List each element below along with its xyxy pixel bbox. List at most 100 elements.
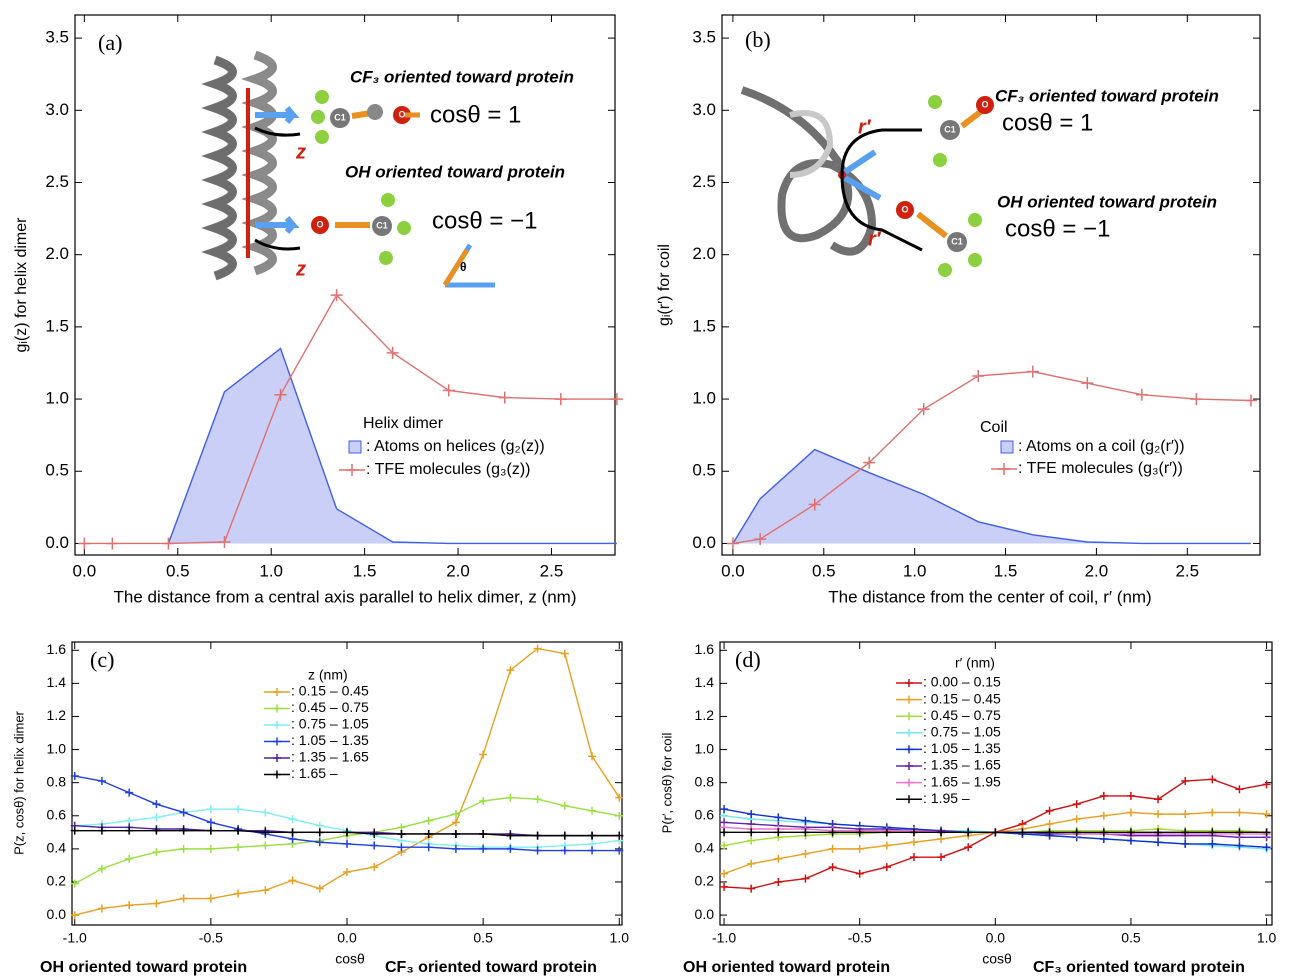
y-tick-label: 1.0 — [47, 740, 67, 756]
marker — [828, 828, 837, 837]
marker — [206, 826, 215, 835]
x-tick-label: 2.5 — [540, 561, 564, 580]
marker — [909, 828, 918, 837]
marker — [179, 808, 188, 817]
marker — [747, 836, 756, 845]
legend-label: : 1.35 – 1.65 — [923, 757, 1001, 773]
marker — [70, 772, 79, 781]
y-tick-label: 0.0 — [695, 906, 715, 922]
marker — [234, 826, 243, 835]
marker — [615, 793, 624, 802]
marker — [218, 536, 231, 549]
marker — [801, 874, 810, 883]
marker — [234, 843, 243, 852]
line — [167, 347, 617, 545]
marker — [424, 829, 433, 838]
marker — [78, 537, 91, 550]
marker — [261, 886, 270, 895]
area — [732, 449, 1251, 544]
marker — [1154, 795, 1163, 804]
marker — [370, 863, 379, 872]
marker — [855, 828, 864, 837]
marker — [206, 805, 215, 814]
marker — [720, 869, 729, 878]
marker — [261, 808, 270, 817]
atom-label: O — [901, 204, 908, 214]
legend-label: : 0.45 – 0.75 — [923, 707, 1001, 723]
x-tick-label: 1.0 — [259, 561, 283, 580]
marker — [1244, 394, 1257, 407]
marker — [882, 841, 891, 850]
marker — [1081, 377, 1094, 390]
marker — [1235, 808, 1244, 817]
marker — [560, 649, 569, 658]
marker — [808, 498, 821, 511]
marker — [615, 846, 624, 855]
marker — [506, 844, 515, 853]
marker — [179, 894, 188, 903]
marker — [479, 750, 488, 759]
marker — [533, 846, 542, 855]
plot-frame — [74, 14, 616, 556]
y-tick-label: 0.0 — [45, 533, 69, 552]
y-tick-label: 1.0 — [695, 740, 715, 756]
y-tick-label: 0.4 — [695, 840, 715, 856]
marker — [386, 346, 399, 359]
marker — [106, 537, 119, 550]
marker — [588, 752, 597, 761]
y-tick-label: 1.4 — [695, 674, 715, 690]
panel-label: (c) — [90, 647, 114, 672]
marker — [506, 666, 515, 675]
marker — [1072, 828, 1081, 837]
legend-label: : 1.35 – 1.65 — [291, 749, 369, 765]
marker — [588, 806, 597, 815]
y-tick-label: 1.6 — [47, 641, 67, 657]
marker — [479, 844, 488, 853]
y-tick-label: 0.8 — [695, 773, 715, 789]
y-tick-label: 0.2 — [47, 873, 67, 889]
x-tick-label: 1.5 — [994, 561, 1018, 580]
x-tick-label: 0.0 — [337, 930, 357, 946]
marker — [315, 828, 324, 837]
legend-title: Coil — [980, 419, 1008, 436]
atom-label: C1 — [951, 236, 963, 246]
y-tick-label: 0.5 — [45, 461, 69, 480]
marker — [152, 826, 161, 835]
marker — [370, 829, 379, 838]
marker — [1045, 806, 1054, 815]
marker — [1262, 810, 1271, 819]
marker — [1208, 839, 1217, 848]
marker — [1135, 388, 1148, 401]
marker — [343, 839, 351, 848]
atom-label: O — [316, 219, 323, 229]
marker — [588, 846, 597, 855]
y-tick-label: 1.0 — [692, 389, 716, 408]
legend-swatch — [346, 464, 358, 476]
y-tick-label: 1.2 — [695, 707, 715, 723]
y-tick-label: 1.0 — [45, 389, 69, 408]
marker — [863, 456, 876, 469]
annotation: CF₃ oriented toward protein — [350, 67, 574, 86]
x-tick-label: 2.0 — [1085, 561, 1109, 580]
marker — [288, 815, 297, 824]
marker — [70, 911, 79, 920]
legend-label: : 0.15 – 0.45 — [923, 690, 1001, 706]
legend-swatch — [273, 770, 281, 779]
marker — [774, 877, 783, 886]
annotation: z — [295, 141, 306, 163]
y-tick-label: 0.6 — [695, 806, 715, 822]
marker — [1235, 841, 1244, 850]
marker — [1262, 780, 1271, 789]
y-tick-label: 0.8 — [47, 773, 67, 789]
marker — [774, 813, 783, 822]
y-tick-label: 0.5 — [692, 461, 716, 480]
y-axis-title: P(r′, cosθ) for coil — [659, 733, 674, 834]
marker — [234, 805, 243, 814]
line — [732, 448, 1251, 545]
marker — [397, 829, 406, 838]
marker — [1126, 791, 1135, 800]
marker — [964, 828, 973, 837]
marker — [1208, 828, 1217, 837]
marker — [855, 869, 864, 878]
